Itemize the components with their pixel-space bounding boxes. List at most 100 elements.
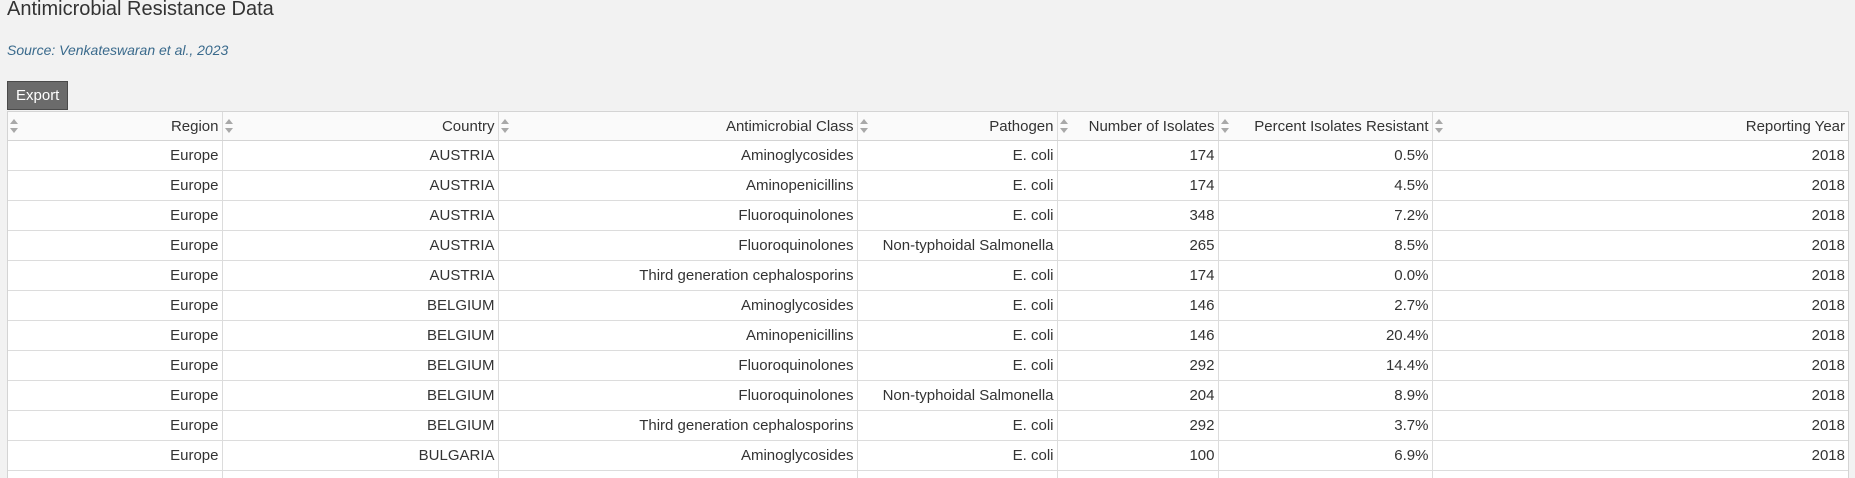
cell-pathogen: E. coli [856,200,1057,231]
cell-number-of-isolates: 292 [1056,350,1218,381]
source-note: Source: Venkateswaran et al., 2023 [7,42,229,58]
cell-antimicrobial-class: Aminopenicillins [497,170,857,201]
cell-antimicrobial-class: Third generation cephalosporins [497,260,857,291]
column-header-label: Number of Isolates [1088,117,1215,135]
cell-number-of-isolates: 265 [1056,230,1218,261]
cell-pathogen: E. coli [856,290,1057,321]
cell-country: BELGIUM [221,290,498,321]
cell-region: Europe [8,170,222,201]
cell-number-of-isolates: 204 [1056,380,1218,411]
cell-percent-resistant: 14.4% [1217,350,1432,381]
cell-number-of-isolates: 146 [1056,320,1218,351]
cell-pathogen: Non-typhoidal Salmonella [856,380,1057,411]
cell-region: Europe [8,230,222,261]
column-header-pathogen[interactable]: Pathogen [856,111,1057,141]
cell-antimicrobial-class [497,470,857,478]
table-row[interactable]: Europe BULGARIA Aminoglycosides E. coli 100 6… [8,440,1848,471]
cell-region: Europe [8,350,222,381]
cell-reporting-year: 2018 [1431,440,1848,471]
cell-number-of-isolates: 174 [1056,260,1218,291]
table-row[interactable]: Europe BELGIUM Fluoroquinolones Non-typhoid… [8,380,1848,411]
cell-antimicrobial-class: Fluoroquinolones [497,200,857,231]
cell-country: BELGIUM [221,320,498,351]
column-header-percent-isolates-resistant[interactable]: Percent Isolates Resistant [1217,111,1432,141]
column-header-label: Pathogen [989,117,1054,135]
cell-reporting-year: 2018 [1431,140,1848,171]
column-header-content: Pathogen [859,117,1054,135]
column-header-region[interactable]: Region [8,111,222,141]
column-header-label: Reporting Year [1745,117,1845,135]
cell-reporting-year: 2018 [1431,170,1848,201]
cell-reporting-year: 2018 [1431,380,1848,411]
column-header-content: Country [224,117,495,135]
cell-antimicrobial-class: Fluoroquinolones [497,380,857,411]
column-header-label: Country [441,117,495,135]
cell-antimicrobial-class: Aminoglycosides [497,290,857,321]
cell-number-of-isolates: 174 [1056,170,1218,201]
cell-region [8,470,222,478]
sort-icon[interactable] [1434,119,1444,133]
cell-percent-resistant: 7.2% [1217,200,1432,231]
cell-percent-resistant: 2.7% [1217,290,1432,321]
table-row[interactable]: Europe BELGIUM Third generation cephalospo… [8,410,1848,441]
table-row[interactable]: Europe AUSTRIA Third generation cephalospo… [8,260,1848,291]
cell-percent-resistant: 8.5% [1217,230,1432,261]
cell-country: BULGARIA [221,440,498,471]
cell-number-of-isolates: 348 [1056,200,1218,231]
table-header-row: Region Country Antimicrobial Class Pathogen… [8,111,1848,141]
cell-pathogen: E. coli [856,350,1057,381]
cell-reporting-year: 2018 [1431,200,1848,231]
cell-reporting-year: 2018 [1431,350,1848,381]
export-button[interactable]: Export [7,81,69,110]
column-header-reporting-year[interactable]: Reporting Year [1431,111,1848,141]
data-table-container: Region Country Antimicrobial Class Pathogen… [7,111,1849,478]
cell-country: BELGIUM [221,350,498,381]
cell-region: Europe [8,380,222,411]
cell-country: AUSTRIA [221,230,498,261]
table-body: Europe AUSTRIA Aminoglycosides E. coli 174 0.… [8,140,1848,478]
column-header-content: Region [10,117,219,135]
cell-country: AUSTRIA [221,200,498,231]
column-header-label: Antimicrobial Class [725,117,854,135]
cell-percent-resistant: 20.4% [1217,320,1432,351]
sort-icon[interactable] [1059,119,1069,133]
sort-icon[interactable] [10,119,19,133]
column-header-label: Region [170,117,219,135]
cell-percent-resistant [1217,470,1432,478]
table-row[interactable]: Europe BELGIUM Fluoroquinolones E. coli 292 1… [8,350,1848,381]
sort-icon[interactable] [500,119,510,133]
table-row[interactable]: Europe BELGIUM Aminopenicillins E. coli 146 2… [8,320,1848,351]
column-header-country[interactable]: Country [221,111,498,141]
column-header-content: Percent Isolates Resistant [1220,117,1429,135]
table-row[interactable]: Europe AUSTRIA Fluoroquinolones E. coli 348 7… [8,200,1848,231]
table-row[interactable]: Europe AUSTRIA Aminoglycosides E. coli 174 0.… [8,140,1848,171]
column-header-content: Antimicrobial Class [500,117,854,135]
sort-icon[interactable] [1220,119,1230,133]
cell-pathogen: E. coli [856,440,1057,471]
cell-country: BELGIUM [221,380,498,411]
column-header-antimicrobial-class[interactable]: Antimicrobial Class [497,111,857,141]
cell-antimicrobial-class: Aminoglycosides [497,440,857,471]
cell-pathogen: E. coli [856,260,1057,291]
cell-number-of-isolates: 174 [1056,140,1218,171]
cell-region: Europe [8,140,222,171]
cell-reporting-year: 2018 [1431,290,1848,321]
cell-percent-resistant: 8.9% [1217,380,1432,411]
cell-country: BELGIUM [221,410,498,441]
cell-reporting-year: 2018 [1431,320,1848,351]
cell-percent-resistant: 0.0% [1217,260,1432,291]
cell-region: Europe [8,410,222,441]
table-row[interactable]: Europe AUSTRIA Fluoroquinolones Non-typhoid… [8,230,1848,261]
column-header-label: Percent Isolates Resistant [1254,117,1429,135]
table-row[interactable]: Europe AUSTRIA Aminopenicillins E. coli 174 4… [8,170,1848,201]
cell-country: AUSTRIA [221,260,498,291]
cell-percent-resistant: 6.9% [1217,440,1432,471]
sort-icon[interactable] [859,119,869,133]
cell-percent-resistant: 0.5% [1217,140,1432,171]
sort-icon[interactable] [224,119,234,133]
column-header-number-of-isolates[interactable]: Number of Isolates [1056,111,1218,141]
cell-number-of-isolates [1056,470,1218,478]
table-row[interactable]: Europe BELGIUM Aminoglycosides E. coli 146 2.… [8,290,1848,321]
cell-pathogen: E. coli [856,170,1057,201]
table-row[interactable] [8,470,1848,478]
